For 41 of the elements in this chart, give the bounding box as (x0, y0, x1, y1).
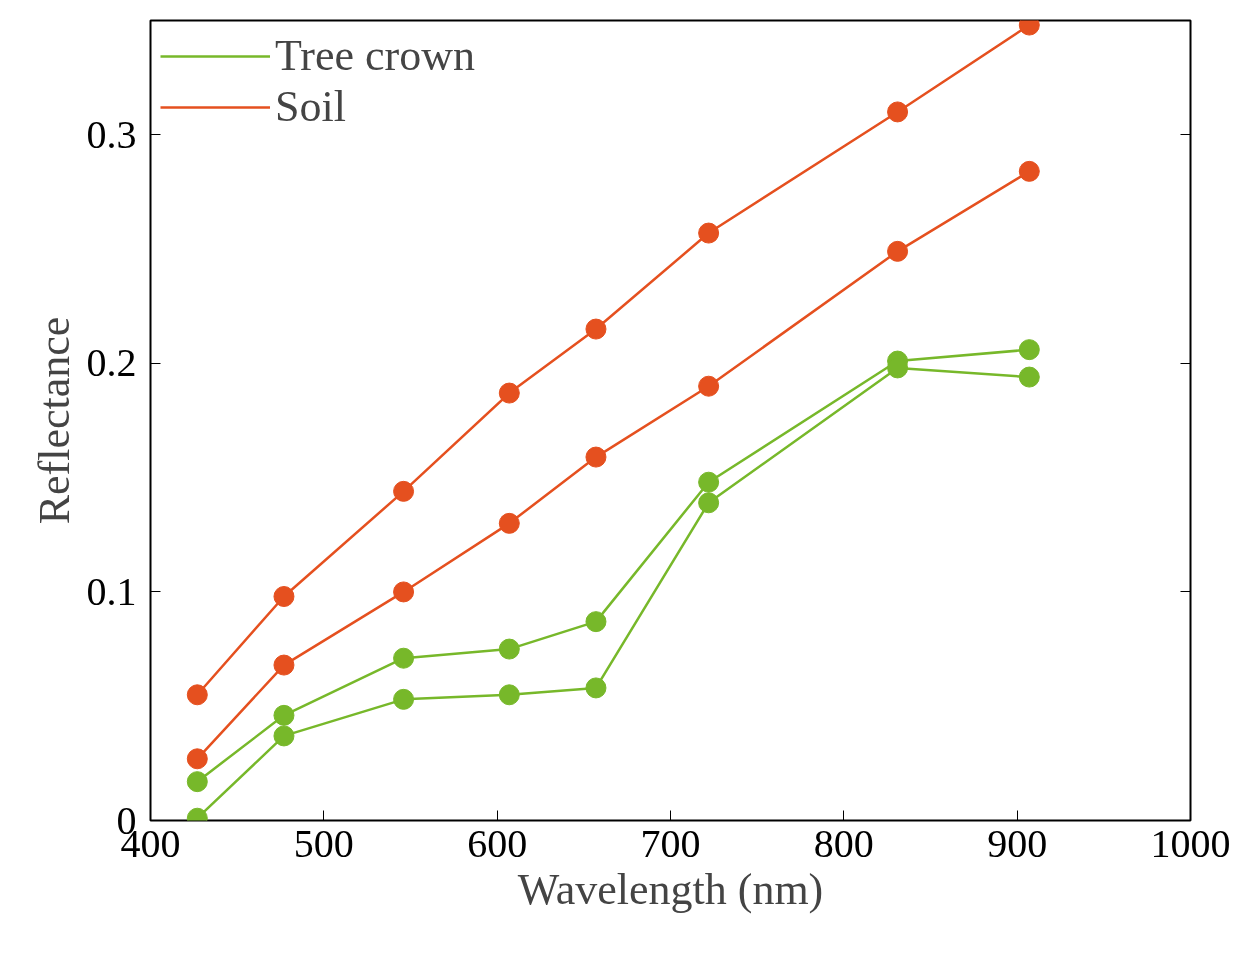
point (273, 725, 295, 747)
point (887, 240, 909, 262)
x-tick-label: 600 (467, 820, 528, 866)
point (585, 318, 607, 340)
x-tick-label: 1000 (1150, 820, 1231, 866)
point (186, 684, 208, 706)
point (585, 611, 607, 633)
point (698, 492, 720, 514)
y-axis-title: Reflectance (29, 316, 79, 525)
x-tick-label: 700 (640, 820, 701, 866)
point (698, 471, 720, 493)
point (393, 688, 415, 710)
point (1018, 339, 1040, 361)
point (393, 647, 415, 669)
legend-label: Tree crown (275, 30, 475, 81)
x-tick-label: 900 (987, 820, 1048, 866)
legend-label: Soil (275, 81, 346, 132)
point (498, 638, 520, 660)
x-tick-label: 800 (813, 820, 874, 866)
point (498, 512, 520, 534)
point (698, 222, 720, 244)
point (698, 375, 720, 397)
point (273, 654, 295, 676)
point (393, 581, 415, 603)
point (186, 771, 208, 793)
point (498, 382, 520, 404)
point (273, 704, 295, 726)
point (393, 480, 415, 502)
x-axis-title: Wavelength (nm) (517, 864, 824, 914)
x-tick-label: 500 (293, 820, 354, 866)
y-tick-label: 0.1 (86, 568, 137, 614)
point (1018, 160, 1040, 182)
y-tick-label: 0.3 (86, 111, 137, 157)
point (498, 684, 520, 706)
point (887, 101, 909, 123)
point (1018, 366, 1040, 388)
point (273, 586, 295, 607)
y-tick-label: 0.2 (86, 340, 137, 386)
point (585, 677, 607, 699)
point (585, 446, 607, 468)
point (186, 748, 208, 770)
